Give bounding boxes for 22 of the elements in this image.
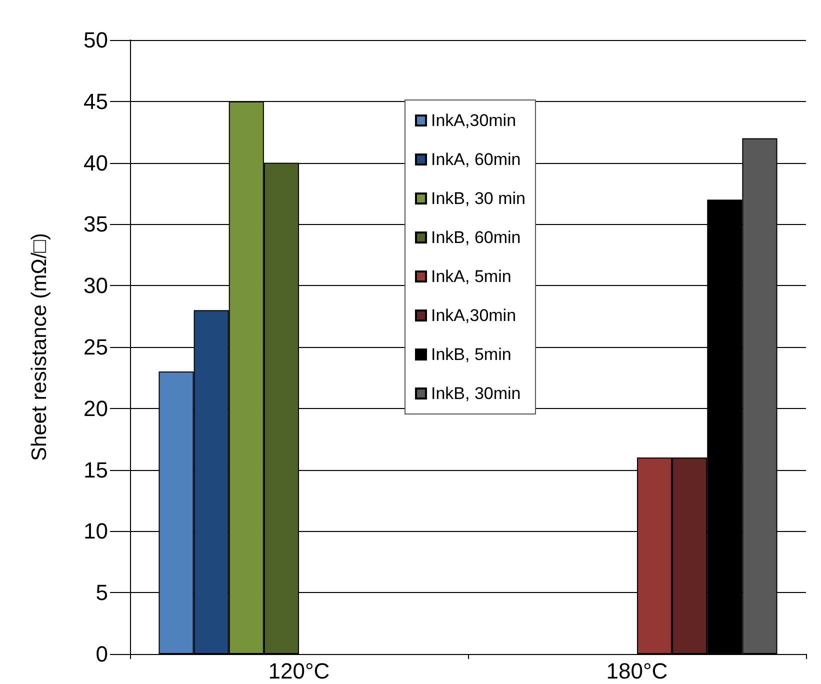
y-tick-label: 10 [84,518,108,544]
legend-label: InkB, 30 min [431,189,526,208]
y-axis-title: Sheet resistance (mΩ/□) [28,233,51,461]
x-tick-label: 180°C [606,658,668,684]
legend-label: InkB, 5min [431,345,512,364]
legend-label: InkA, 5min [431,267,512,286]
y-tick-label: 25 [84,334,108,360]
y-tick-label: 5 [96,580,108,606]
legend-label: InkA,30min [431,306,516,325]
y-tick-label: 35 [84,212,108,237]
x-tick-label: 120°C [268,658,330,684]
y-tick-label: 45 [84,88,108,114]
legend-label: InkB, 60min [431,228,521,247]
legend-label: InkA, 60min [431,150,521,169]
y-tick-label: 30 [84,273,108,298]
y-tick-label: 0 [96,642,108,666]
legend-label: InkB, 30min [431,384,521,403]
y-tick-label: 40 [84,150,108,176]
legend-label: InkA,30min [431,111,516,130]
y-tick-label: 15 [84,457,108,482]
y-tick-label: 50 [84,28,108,52]
y-tick-label: 20 [84,396,108,421]
